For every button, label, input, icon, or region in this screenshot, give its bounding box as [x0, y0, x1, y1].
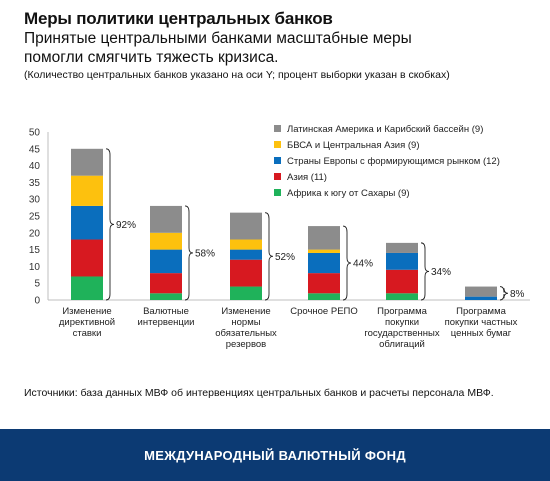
- bar-segment: [386, 242, 418, 253]
- percent-label: 44%: [353, 259, 373, 270]
- stacked-bar-chart: 0 5 10 15 20 25 30 35 40 45 50 Изменение директивной…: [29, 124, 530, 350]
- bar-segment: [150, 249, 182, 274]
- legend-entry: Страны Европы с формирующимся рынком (12…: [287, 156, 500, 167]
- bracket: [342, 225, 352, 301]
- percent-label: 34%: [431, 267, 451, 278]
- y-tick-label: 45: [29, 144, 41, 155]
- chart-subtitle-line-1: Принятые центральными банками масштабные…: [24, 30, 412, 47]
- percent-label: 8%: [510, 289, 525, 300]
- x-category-label: Срочное РЕПО: [290, 306, 358, 317]
- bar-segment: [308, 273, 340, 294]
- bracket: [420, 242, 430, 301]
- bar-segment: [230, 259, 262, 287]
- bar-segment: [71, 239, 103, 277]
- y-tick-label: 30: [29, 195, 41, 206]
- bar-segment: [150, 293, 182, 300]
- legend-entry: Африка к югу от Сахары (9): [287, 188, 410, 199]
- y-tick-label: 5: [34, 279, 40, 290]
- bar-segment: [308, 293, 340, 300]
- percent-label: 92%: [116, 220, 136, 231]
- bar-segment: [71, 205, 103, 240]
- y-tick-label: 35: [29, 178, 41, 189]
- y-tick-label: 10: [29, 262, 41, 273]
- y-tick-label: 0: [34, 296, 40, 307]
- legend-entry: Латинская Америка и Карибский бассейн (9…: [287, 124, 483, 135]
- chart-title: Меры политики центральных банков: [24, 9, 333, 28]
- legend-swatch: [274, 173, 281, 180]
- bar-segment: [386, 293, 418, 300]
- bar-segment: [150, 273, 182, 294]
- bracket: [105, 148, 115, 301]
- legend-entry: Азия (11): [287, 172, 327, 183]
- bar-segment: [308, 249, 340, 253]
- bar-segment: [386, 269, 418, 294]
- chart-subtitle-line-2: помогли смягчить тяжесть кризиса.: [24, 49, 279, 66]
- x-category-label: Изменение директивной ставки: [59, 306, 115, 339]
- bar-segment: [230, 239, 262, 250]
- legend-swatch: [274, 157, 281, 164]
- x-category-label: Программа покупки государственных облигаций: [364, 306, 439, 350]
- bar-segment: [230, 286, 262, 300]
- bracket: [184, 205, 194, 301]
- y-tick-label: 20: [29, 228, 41, 239]
- imf-footer: МЕЖДУНАРОДНЫЙ ВАЛЮТНЫЙ ФОНД: [0, 429, 550, 481]
- chart-note: (Количество центральных банков указано н…: [24, 69, 450, 81]
- bar-segment: [71, 276, 103, 300]
- percent-label: 52%: [275, 252, 295, 263]
- bracket: [499, 286, 509, 301]
- bar-segment: [465, 286, 497, 297]
- y-tick-label: 50: [29, 128, 41, 139]
- source-note: Источники: база данных МВФ об интервенци…: [24, 387, 494, 399]
- percent-label: 58%: [195, 248, 215, 259]
- legend-swatch: [274, 125, 281, 132]
- legend-swatch: [274, 189, 281, 196]
- legend-swatch: [274, 141, 281, 148]
- x-category-label: Валютные интервенции: [138, 306, 195, 328]
- bar-segment: [308, 226, 340, 250]
- footer-label: МЕЖДУНАРОДНЫЙ ВАЛЮТНЫЙ ФОНД: [144, 447, 406, 463]
- y-tick-label: 15: [29, 245, 41, 256]
- bar-segment: [230, 249, 262, 260]
- legend-entry: БВСА и Центральная Азия (9): [287, 140, 420, 151]
- bar-segment: [230, 212, 262, 240]
- bar-segment: [386, 252, 418, 270]
- bracket: [264, 212, 274, 301]
- x-category-label: Программа покупки частных ценных бумаг: [445, 306, 518, 339]
- bar-segment: [150, 205, 182, 233]
- bar-segment: [71, 175, 103, 206]
- bar-segment: [150, 232, 182, 250]
- chart-header: Меры политики центральных банков Приняты…: [24, 8, 539, 82]
- bar-segment: [308, 252, 340, 274]
- bar-segment: [71, 148, 103, 176]
- x-category-label: Изменение нормы обязательных резервов: [215, 306, 277, 350]
- y-tick-label: 40: [29, 161, 41, 172]
- y-tick-label: 25: [29, 212, 41, 223]
- bar-segment: [465, 296, 497, 300]
